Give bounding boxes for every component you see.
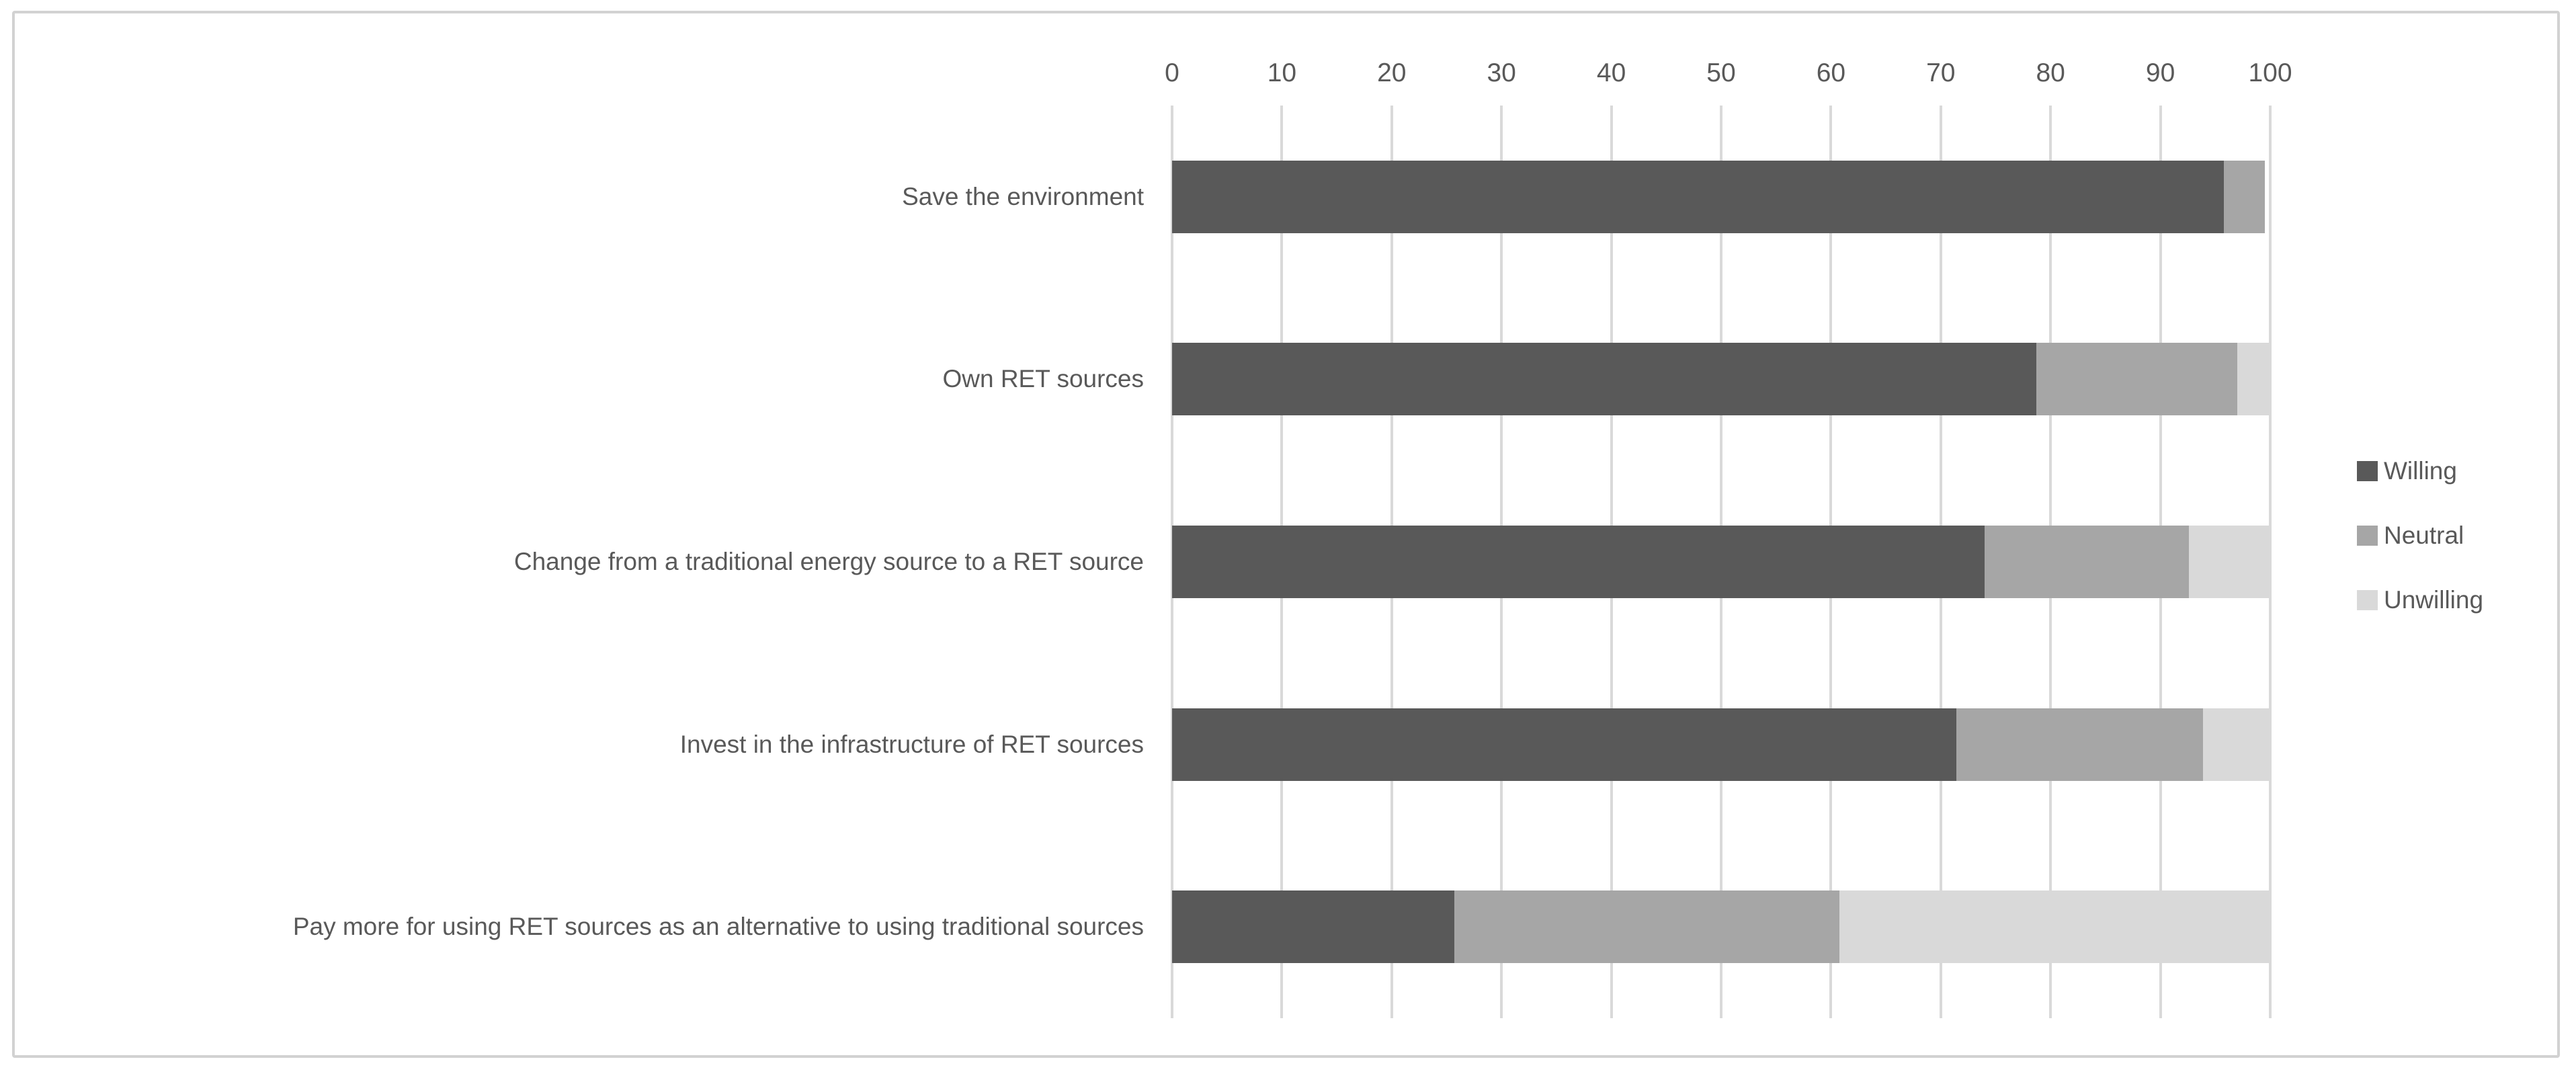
bar-row-1 [1172, 343, 2270, 416]
x-tick-label-10: 10 [1267, 58, 1297, 87]
category-label-4: Pay more for using RET sources as an alt… [292, 913, 1144, 941]
x-tick-label-50: 50 [1706, 58, 1736, 87]
legend-swatch-willing [2357, 461, 2378, 481]
category-label-3: Invest in the infrastructure of RET sour… [679, 730, 1144, 758]
legend-label-unwilling: Unwilling [2384, 586, 2484, 614]
x-tick-label-20: 20 [1377, 58, 1407, 87]
legend-label-willing: Willing [2384, 457, 2457, 485]
legend: Willing Neutral Unwilling [2357, 454, 2483, 648]
legend-label-neutral: Neutral [2384, 522, 2464, 549]
bar-segment-willing-2 [1172, 526, 1985, 598]
bar-segment-unwilling-4 [1839, 890, 2270, 964]
category-label-2: Change from a traditional energy source … [513, 548, 1144, 575]
gridline-100 [2269, 106, 2272, 1018]
bar-segment-neutral-0 [2224, 160, 2265, 233]
bar-row-2 [1172, 526, 2270, 598]
x-tick-label-30: 30 [1487, 58, 1516, 87]
category-label-1: Own RET sources [942, 365, 1144, 393]
legend-item-willing: Willing [2357, 454, 2483, 488]
x-tick-label-80: 80 [2036, 58, 2065, 87]
bar-segment-willing-3 [1172, 708, 1956, 781]
category-label-0: Save the environment [902, 182, 1144, 210]
bar-segment-willing-0 [1172, 160, 2225, 233]
bar-row-0 [1172, 160, 2265, 233]
bar-segment-neutral-3 [1956, 708, 2204, 781]
bar-segment-neutral-1 [2036, 343, 2237, 416]
x-tick-label-90: 90 [2145, 58, 2175, 87]
x-tick-label-100: 100 [2248, 58, 2292, 87]
bar-row-3 [1172, 708, 2270, 781]
bar-segment-willing-1 [1172, 343, 2036, 416]
bar-segment-unwilling-2 [2189, 526, 2270, 598]
bar-segment-willing-4 [1172, 890, 1454, 964]
legend-swatch-unwilling [2357, 590, 2378, 610]
legend-swatch-neutral [2357, 526, 2378, 546]
bar-segment-unwilling-3 [2203, 708, 2270, 781]
x-tick-label-0: 0 [1165, 58, 1179, 87]
legend-item-neutral: Neutral [2357, 519, 2483, 552]
bar-segment-neutral-2 [1985, 526, 2190, 598]
x-tick-label-60: 60 [1816, 58, 1846, 87]
bar-segment-neutral-4 [1454, 890, 1840, 964]
x-tick-label-40: 40 [1596, 58, 1626, 87]
legend-item-unwilling: Unwilling [2357, 583, 2483, 617]
x-tick-label-70: 70 [1926, 58, 1956, 87]
bar-row-4 [1172, 890, 2270, 964]
bar-segment-unwilling-1 [2237, 343, 2270, 416]
